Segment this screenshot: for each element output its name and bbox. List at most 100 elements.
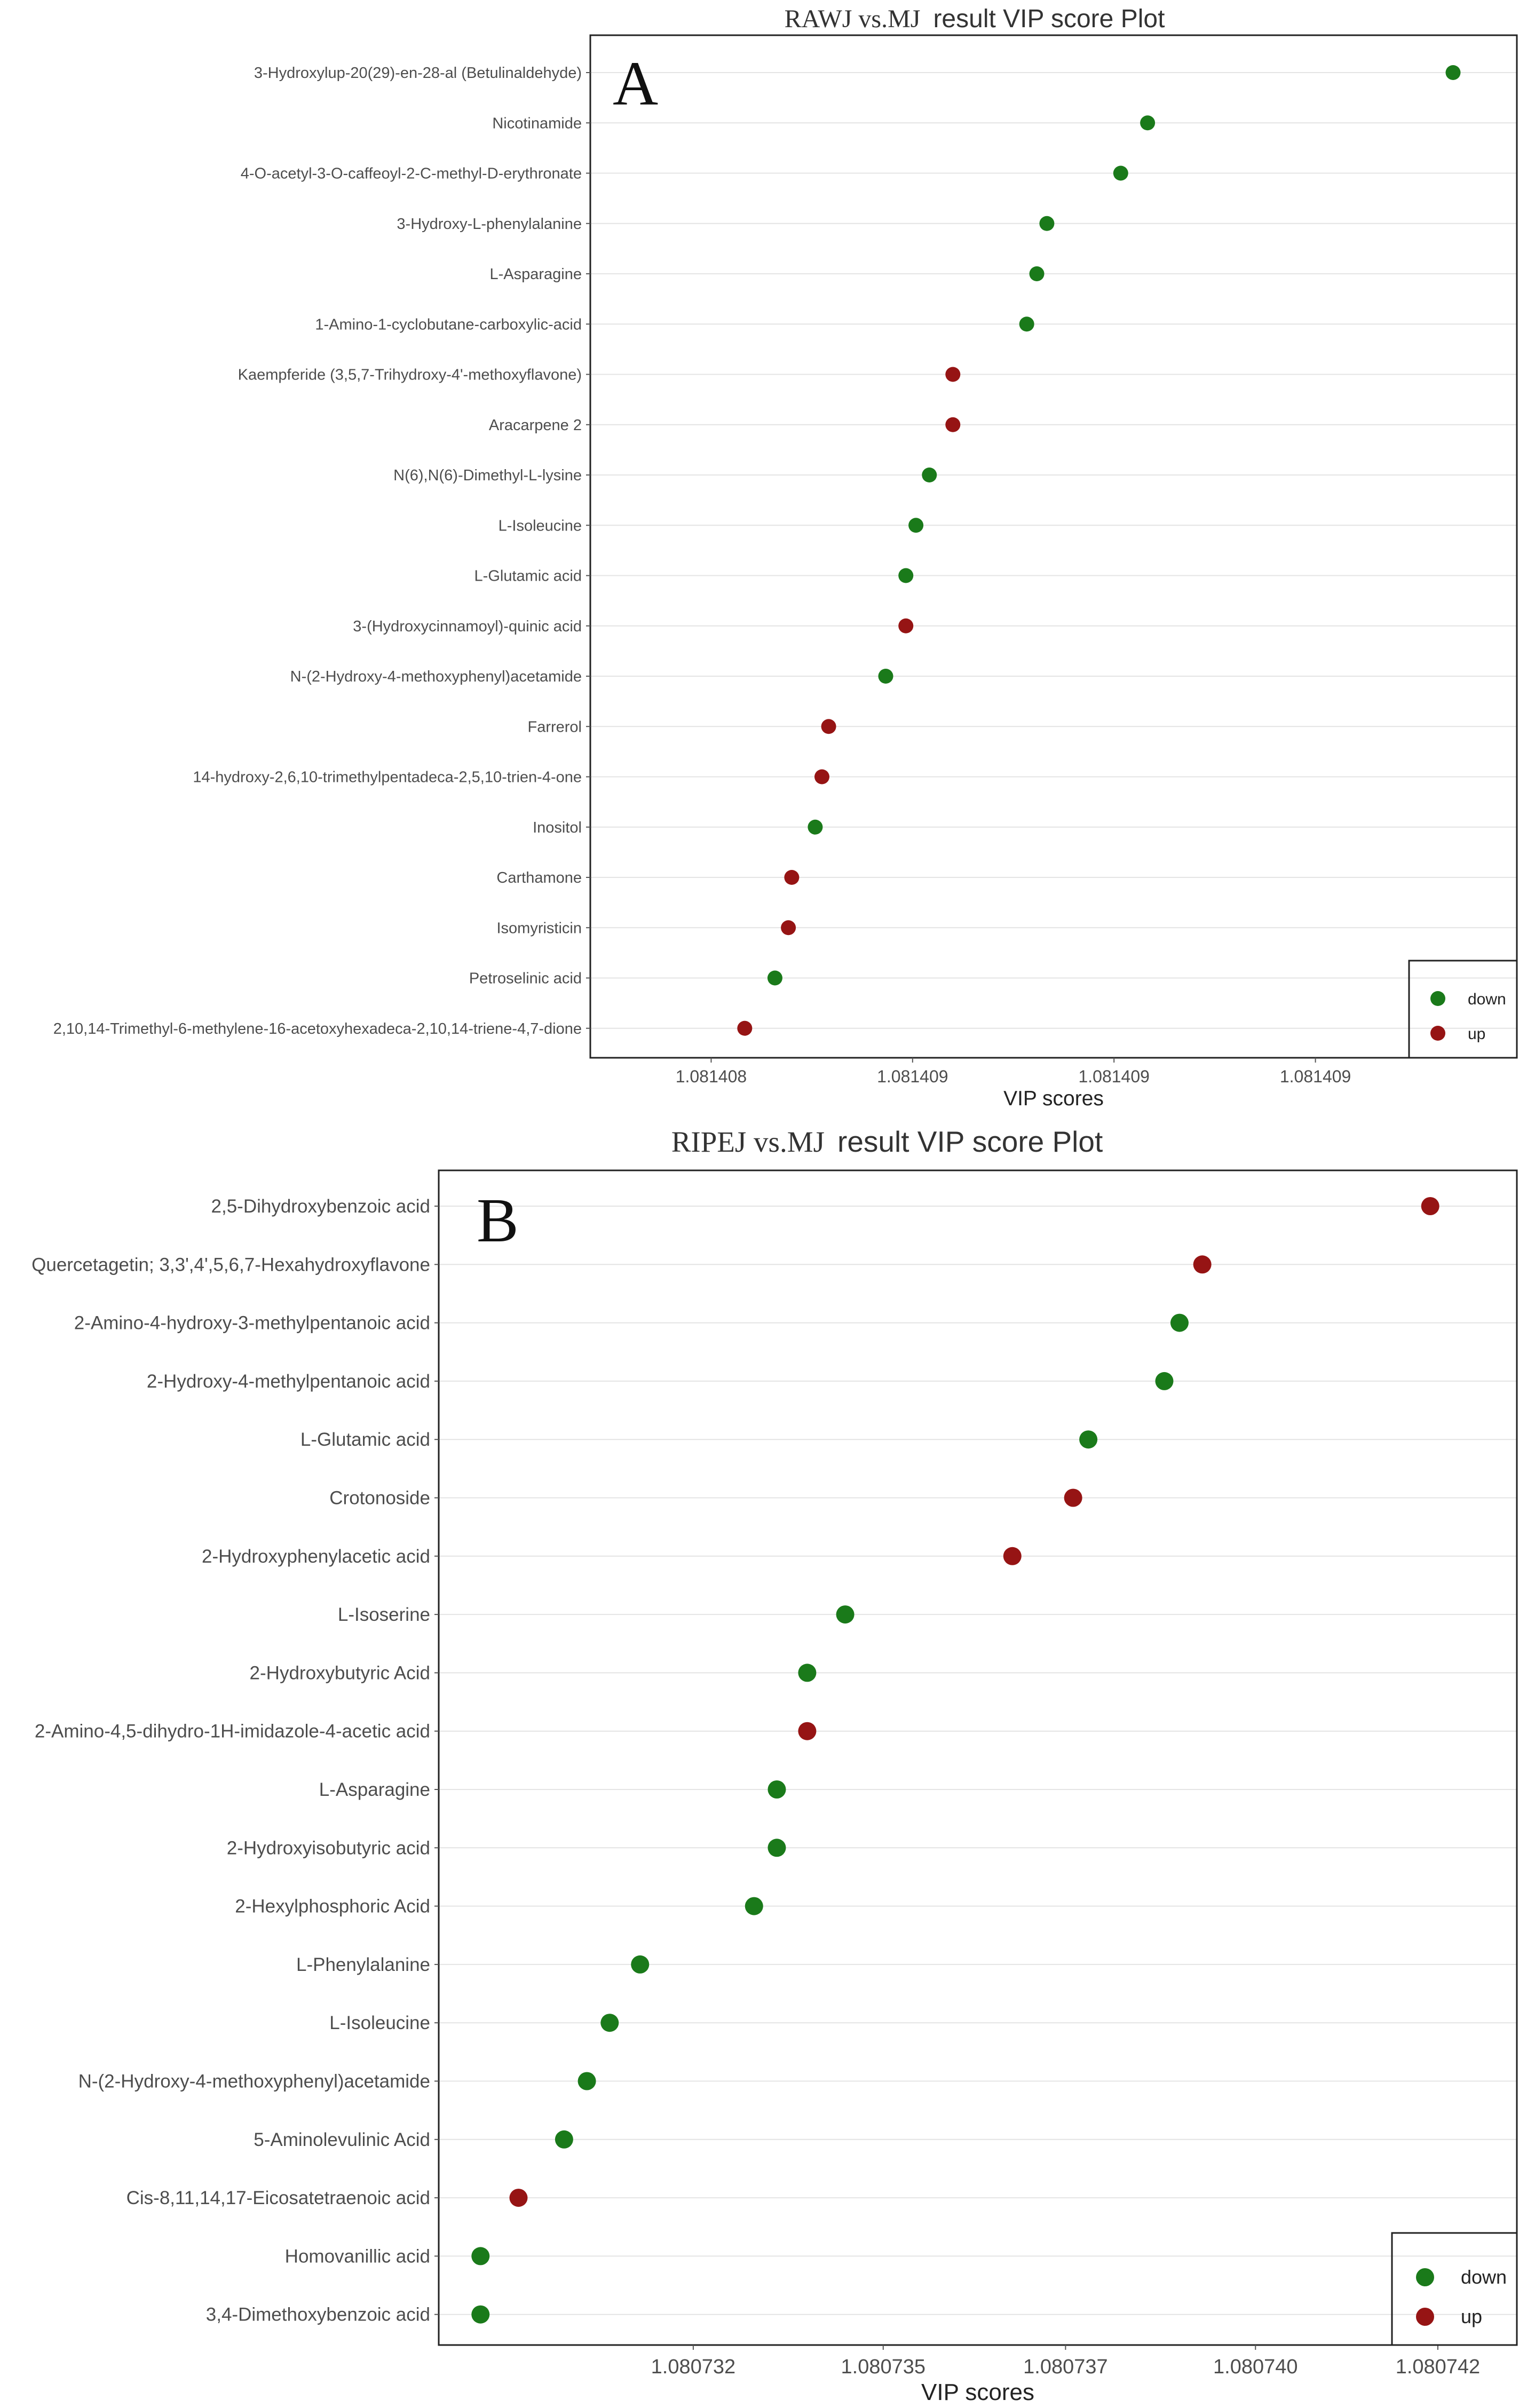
panel-a: RAWJ vs.MJ result VIP score Plot A 3-Hydr… xyxy=(53,5,1518,1110)
panel-a-category-label: 4-O-acetyl-3-O-caffeoyl-2-C-methyl-D-ery… xyxy=(241,165,582,183)
panel-b-x-tick-label: 1.080735 xyxy=(841,2356,926,2378)
panel-b-category-label: 2-Hydroxyisobutyric acid xyxy=(227,1837,430,1858)
panel-a-point-down xyxy=(808,819,823,835)
panel-b-category-label: 2-Hydroxyphenylacetic acid xyxy=(202,1546,430,1567)
panel-b-category-label: Quercetagetin; 3,3',4',5,6,7-Hexahydroxy… xyxy=(31,1254,430,1275)
panel-a-x-ticks: 1.081408 1.081409 1.081409 1.081409 xyxy=(676,1058,1351,1086)
panel-a-point-down xyxy=(1140,115,1156,131)
panel-a-category-label: 2,10,14-Trimethyl-6-methylene-16-acetoxy… xyxy=(53,1020,582,1037)
panel-a-title-main: RAWJ vs.MJ xyxy=(785,5,921,33)
panel-b-point-up xyxy=(1421,1197,1439,1215)
panel-a-category-label: N(6),N(6)-Dimethyl-L-lysine xyxy=(393,467,582,484)
panel-b-category-label: L-Asparagine xyxy=(319,1779,430,1800)
panel-a-category-label: Kaempferide (3,5,7-Trihydroxy-4'-methoxy… xyxy=(238,367,582,384)
panel-b-category-label: 2-Hexylphosphoric Acid xyxy=(235,1896,430,1917)
panel-b-point-down xyxy=(768,1839,786,1857)
panel-b-x-ticks: 1.080732 1.080735 1.080737 1.080740 1.080742 xyxy=(651,2345,1480,2378)
panel-b-plot-frame xyxy=(438,1169,1518,2346)
panel-b-points xyxy=(471,1197,1439,2324)
panel-a-legend-up-label: up xyxy=(1468,1025,1485,1043)
panel-b-category-label: L-Glutamic acid xyxy=(300,1429,430,1450)
panel-b-point-down xyxy=(577,2072,596,2090)
panel-b-point-down xyxy=(768,1780,786,1799)
panel-a-category-label: 3-Hydroxylup-20(29)-en-28-al (Betulinald… xyxy=(254,65,582,82)
panel-a-title: RAWJ vs.MJ result VIP score Plot xyxy=(785,5,1165,33)
panel-a-category-label: 3-Hydroxy-L-phenylalanine xyxy=(397,216,582,233)
panel-a-legend-down-label: down xyxy=(1468,991,1506,1008)
panel-b-point-up xyxy=(1064,1488,1082,1507)
panel-a-x-tick-label: 1.081409 xyxy=(877,1067,948,1086)
panel-a-points xyxy=(737,65,1461,1036)
panel-a-point-down xyxy=(1113,165,1128,181)
panel-a-x-axis-title: VIP scores xyxy=(1003,1087,1104,1110)
panel-b-category-label: L-Isoleucine xyxy=(329,2013,430,2033)
panel-b-point-down xyxy=(1155,1372,1174,1390)
panel-a-letter: A xyxy=(613,49,658,118)
panel-b-point-up xyxy=(509,2189,528,2207)
panel-a-point-up xyxy=(781,920,796,936)
panel-a-point-down xyxy=(878,669,893,684)
panel-a-legend-up-marker xyxy=(1430,1026,1445,1041)
panel-b-point-down xyxy=(600,2014,619,2032)
panel-b-category-label: Crotonoside xyxy=(329,1488,430,1509)
panel-b-category-label: L-Phenylalanine xyxy=(296,1954,430,1975)
panel-b-title-rest: result VIP score Plot xyxy=(837,1125,1103,1158)
panel-a-category-label: Nicotinamide xyxy=(492,115,582,132)
panel-b-x-tick-label: 1.080732 xyxy=(651,2356,736,2378)
panel-a-point-down xyxy=(898,568,914,583)
panel-a-point-up xyxy=(784,870,800,885)
panel-b-point-down xyxy=(745,1897,763,1915)
panel-b-title: RIPEJ vs.MJ result VIP score Plot xyxy=(671,1125,1103,1158)
panel-b-x-tick-label: 1.080737 xyxy=(1023,2356,1108,2378)
panel-a-category-label: Isomyristicin xyxy=(496,920,582,937)
panel-b-point-down xyxy=(836,1605,855,1624)
panel-b-category-label: 2-Hydroxy-4-methylpentanoic acid xyxy=(147,1371,430,1392)
panel-a-point-down xyxy=(1029,266,1045,281)
panel-b-title-main: RIPEJ vs.MJ xyxy=(671,1126,825,1158)
panel-b-gridlines xyxy=(439,1206,1517,2315)
panel-a-point-up xyxy=(898,618,914,633)
panel-b-legend-up-label: up xyxy=(1461,2306,1482,2327)
panel-a-point-down xyxy=(1019,316,1034,332)
panel-b-point-down xyxy=(555,2130,573,2149)
panel-b-point-up xyxy=(798,1722,817,1740)
panel-b-x-tick-label: 1.080740 xyxy=(1213,2356,1298,2378)
panel-a-point-up xyxy=(945,417,961,432)
panel-a-category-label: Inositol xyxy=(533,819,582,836)
panel-a-point-up xyxy=(814,769,829,785)
panel-b-x-axis-title: VIP scores xyxy=(921,2379,1034,2405)
panel-a-point-up xyxy=(945,367,961,382)
panel-a-x-tick-label: 1.081409 xyxy=(1280,1067,1351,1086)
panel-a-title-rest: result VIP score Plot xyxy=(933,5,1165,33)
panel-b-category-label: N-(2-Hydroxy-4-methoxyphenyl)acetamide xyxy=(78,2071,430,2092)
panel-b-category-label: 2,5-Dihydroxybenzoic acid xyxy=(211,1196,430,1217)
panel-a-legend-down-marker xyxy=(1430,991,1445,1006)
panel-a-point-down xyxy=(1039,216,1055,231)
panel-a-category-label: 1-Amino-1-cyclobutane-carboxylic-acid xyxy=(315,316,582,333)
panel-b-point-down xyxy=(471,2247,490,2266)
panel-a-category-label: N-(2-Hydroxy-4-methoxyphenyl)acetamide xyxy=(290,668,582,685)
panel-a-category-label: L-Isoleucine xyxy=(499,517,582,534)
panel-a-plot-frame xyxy=(589,34,1518,1059)
panel-b-category-label: 2-Amino-4-hydroxy-3-methylpentanoic acid xyxy=(74,1313,430,1334)
panel-a-point-up xyxy=(737,1020,753,1036)
panel-b-legend-box xyxy=(1391,2232,1518,2346)
panel-a-point-down xyxy=(767,970,782,986)
panel-a-point-down xyxy=(922,468,937,482)
panel-a-category-label: Farrerol xyxy=(527,718,582,735)
panel-a-category-label: Carthamone xyxy=(496,869,582,886)
panel-b-point-down xyxy=(471,2305,490,2324)
panel-a-point-down xyxy=(1445,65,1461,80)
panel-b-legend-down-label: down xyxy=(1461,2266,1507,2288)
panel-a-category-label: L-Glutamic acid xyxy=(474,568,582,585)
panel-b-letter: B xyxy=(477,1185,519,1255)
panel-a-category-labels: 3-Hydroxylup-20(29)-en-28-al (Betulinald… xyxy=(53,65,590,1037)
panel-b-category-label: 5-Aminolevulinic Acid xyxy=(254,2129,430,2150)
panel-b-point-up xyxy=(1193,1255,1212,1274)
panel-b-point-down xyxy=(1079,1430,1098,1449)
panel-a-category-label: Aracarpene 2 xyxy=(489,417,582,434)
panel-b: RIPEJ vs.MJ result VIP score Plot B 2,5-D… xyxy=(31,1125,1518,2405)
panel-b-point-down xyxy=(631,1955,650,1974)
panel-a-x-tick-label: 1.081408 xyxy=(676,1067,747,1086)
